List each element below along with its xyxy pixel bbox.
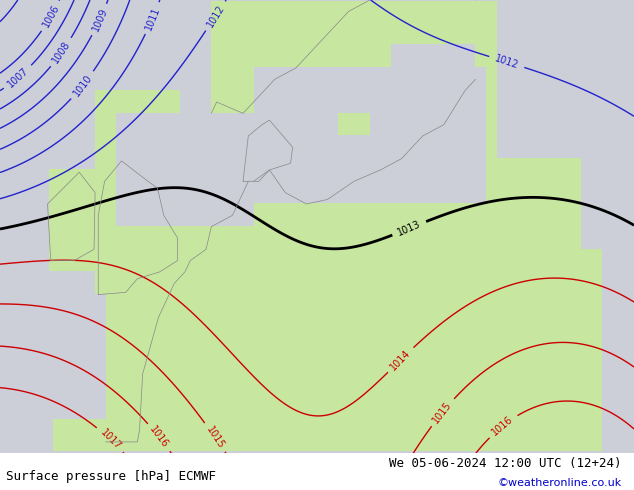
- Text: 1016: 1016: [148, 424, 171, 450]
- Text: 1009: 1009: [90, 6, 109, 33]
- Text: Surface pressure [hPa] ECMWF: Surface pressure [hPa] ECMWF: [6, 469, 216, 483]
- Text: 1012: 1012: [205, 3, 226, 29]
- Text: We 05-06-2024 12:00 UTC (12+24): We 05-06-2024 12:00 UTC (12+24): [389, 457, 621, 470]
- Text: 1008: 1008: [51, 39, 72, 65]
- Text: 1016: 1016: [490, 414, 515, 438]
- Text: 1014: 1014: [389, 347, 413, 372]
- Text: 1007: 1007: [6, 66, 30, 89]
- Text: 1011: 1011: [143, 5, 162, 31]
- Bar: [0, 453, 634, 490]
- Text: 1006: 1006: [41, 3, 61, 29]
- Text: 1015: 1015: [204, 424, 226, 450]
- Text: 1017: 1017: [98, 427, 122, 452]
- Text: 1012: 1012: [493, 53, 520, 71]
- Text: 1013: 1013: [396, 219, 422, 238]
- Text: ©weatheronline.co.uk: ©weatheronline.co.uk: [497, 478, 621, 488]
- Text: 1010: 1010: [72, 73, 94, 98]
- Text: 1015: 1015: [431, 399, 454, 425]
